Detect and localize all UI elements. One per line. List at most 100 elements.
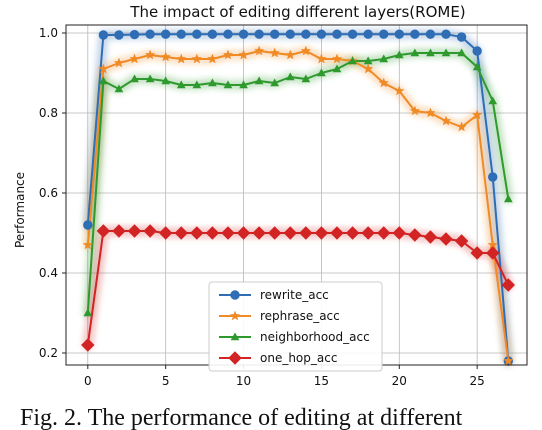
one_hop_acc-point xyxy=(112,224,126,238)
one_hop_acc-point xyxy=(454,234,469,248)
y-tick-label: 0.2 xyxy=(39,346,58,360)
x-tick-label: 10 xyxy=(236,374,251,388)
one_hop_acc-point xyxy=(283,226,297,240)
rewrite_acc-point xyxy=(285,29,295,39)
one_hop_acc-point xyxy=(299,226,313,240)
rewrite_acc-point xyxy=(269,29,280,39)
neighborhood_acc-point xyxy=(285,72,295,81)
rewrite_acc-point xyxy=(379,29,389,39)
x-tick-label: 15 xyxy=(314,374,329,388)
x-tick-label: 5 xyxy=(162,374,170,388)
axis-ticks: 0 5 10 15 20 25 0.2 0.4 0.6 0.8 1.0 xyxy=(39,26,485,388)
neighborhood_acc-point xyxy=(348,56,357,65)
rewrite_acc-point xyxy=(410,29,420,39)
rephrase_acc-point xyxy=(222,49,234,60)
one_hop_acc-point xyxy=(423,230,438,244)
chart-title: The impact of editing different layers(R… xyxy=(129,3,465,21)
one_hop_acc-legend-marker xyxy=(228,351,242,365)
series-lines xyxy=(86,33,510,362)
one_hop_acc-point xyxy=(96,224,111,238)
y-tick-label: 0.8 xyxy=(39,106,58,120)
rephrase_acc-point xyxy=(440,115,452,126)
rephrase_acc-point xyxy=(175,53,187,64)
rephrase_acc-line xyxy=(86,50,510,362)
rewrite_acc-point xyxy=(488,172,498,182)
rewrite_acc-point xyxy=(145,29,155,39)
rephrase_acc-point xyxy=(409,105,421,116)
rephrase_acc-legend-label: rephrase_acc xyxy=(260,309,340,323)
x-tick-label: 25 xyxy=(470,374,485,388)
rephrase_acc-legend-marker xyxy=(229,310,241,321)
one_hop_acc-legend-label: one_hop_acc xyxy=(260,351,337,365)
one_hop_acc-point xyxy=(408,228,422,242)
rewrite_acc-legend-marker xyxy=(230,290,240,300)
neighborhood_acc-point xyxy=(176,80,186,89)
neighborhood_acc-point xyxy=(270,78,280,87)
line-chart: The impact of editing different layers(R… xyxy=(13,3,528,388)
one_hop_acc-line xyxy=(86,230,510,346)
one_hop_acc-point xyxy=(190,226,204,240)
rewrite_acc-point xyxy=(316,29,327,39)
y-tick-label: 1.0 xyxy=(39,26,58,40)
one_hop_acc-point xyxy=(486,246,500,260)
rephrase_acc-point xyxy=(253,45,265,56)
one_hop_acc-point xyxy=(314,226,329,240)
one_hop_acc-point xyxy=(267,226,282,240)
rewrite_acc-point xyxy=(207,29,218,39)
rephrase_acc-point xyxy=(238,49,249,60)
neighborhood_acc-point xyxy=(192,80,202,89)
neighborhood_acc-point xyxy=(457,48,466,57)
one_hop_acc-point xyxy=(81,338,95,352)
neighborhood_acc-point xyxy=(208,78,217,87)
legend: rewrite_acc rephrase_acc neighborhood_acco… xyxy=(208,281,383,372)
neighborhood_acc-point xyxy=(301,74,311,83)
rephrase_acc-point xyxy=(300,45,312,56)
neighborhood_acc-glow xyxy=(82,48,514,318)
rephrase_acc-point xyxy=(394,85,405,96)
rephrase_acc-point xyxy=(207,53,218,64)
rephrase_acc-point xyxy=(285,49,296,60)
y-axis-label: Performance xyxy=(13,172,27,248)
neighborhood_acc-point xyxy=(394,50,404,59)
one_hop_acc-point xyxy=(330,226,344,240)
rephrase_acc-point xyxy=(331,53,343,64)
neighborhood_acc-point xyxy=(379,54,389,63)
y-tick-label: 0.4 xyxy=(39,266,58,280)
one_hop_acc-point xyxy=(205,226,220,240)
rewrite_acc-point xyxy=(425,29,436,39)
rephrase_acc-point xyxy=(144,49,156,60)
neighborhood_acc-point xyxy=(145,74,155,83)
rewrite_acc-point xyxy=(441,29,451,39)
neighborhood_acc-point xyxy=(83,308,93,317)
neighborhood_acc-point xyxy=(161,76,171,85)
rephrase_acc-point xyxy=(191,53,203,64)
neighborhood_acc-point xyxy=(503,194,513,203)
one_hop_acc-point xyxy=(470,246,484,260)
rewrite_acc-point xyxy=(301,29,311,39)
neighborhood_acc-point xyxy=(254,76,264,85)
x-tick-label: 0 xyxy=(84,374,92,388)
rewrite_acc-point xyxy=(114,30,124,40)
neighborhood_acc-point xyxy=(223,80,233,89)
rephrase_acc-point xyxy=(113,57,125,68)
rewrite_acc-point xyxy=(472,46,482,56)
rewrite_acc-point xyxy=(176,29,186,39)
neighborhood_acc-point xyxy=(426,48,435,57)
rewrite_acc-point xyxy=(238,29,249,39)
rewrite_acc-point xyxy=(456,32,467,42)
neighborhood_acc-point xyxy=(488,96,498,105)
one_hop_acc-point xyxy=(143,224,157,238)
neighborhood_acc-point xyxy=(363,56,373,65)
rephrase_acc-point xyxy=(503,355,514,366)
neighborhood_acc-point xyxy=(99,76,108,85)
rephrase_acc-point xyxy=(129,53,140,64)
rephrase_acc-point xyxy=(160,51,171,62)
series-markers xyxy=(81,29,516,366)
rewrite_acc-line xyxy=(86,33,510,362)
rewrite_acc-point xyxy=(83,220,93,230)
rewrite_acc-point xyxy=(254,29,264,39)
rewrite_acc-point xyxy=(160,29,171,39)
neighborhood_acc-legend-label: neighborhood_acc xyxy=(260,330,370,344)
rephrase_acc-point xyxy=(471,109,483,120)
rephrase_acc-point xyxy=(425,107,436,118)
